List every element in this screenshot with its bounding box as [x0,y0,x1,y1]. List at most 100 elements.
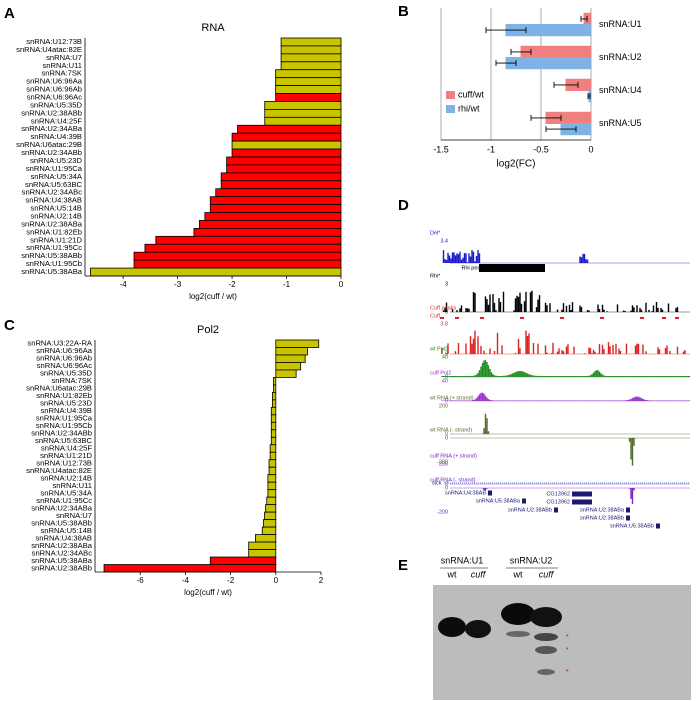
bar [275,347,308,356]
bar [90,267,342,277]
signal-trace [442,250,589,263]
category-label: snRNA:U3:22A-RA [27,339,93,348]
category-label: snRNA:U5 [599,118,642,128]
category-label: snRNA:U6:96Aa [26,77,82,86]
gene-label: snRNA:U2:38ABa [580,507,625,513]
track-label: cuff RNA (- strand) [430,477,476,483]
signal-trace [441,392,691,401]
bar [275,69,342,79]
gene-model [488,490,492,496]
x-tick-label: -4 [120,280,128,289]
bar [267,489,277,498]
track-scale: 200 [439,461,448,467]
category-label: snRNA:U1:95Cb [36,421,92,430]
track-scale: 0 [445,398,448,404]
track-label: wt RNA (+ strand) [429,395,474,401]
category-label: snRNA:U5:38ABb [31,518,92,527]
category-label: snRNA:U6:96Ac [27,93,82,102]
signal-trace [441,330,686,354]
panel-letter: E [398,557,408,574]
bar [144,243,342,253]
category-label: snRNA:U2:34ABc [32,548,93,557]
bar [226,164,342,174]
track-scale: 3.8 [440,321,448,327]
bar [275,339,320,348]
bar [275,85,342,94]
bar [231,132,342,142]
bar [275,362,302,371]
bar [280,45,342,55]
track-label: cuff RNA (+ strand) [430,453,477,459]
bar [209,204,342,213]
bar [265,504,277,513]
track-label: Cuff peaks [430,305,456,311]
category-label: snRNA:U6:96Aa [36,346,92,355]
gene-model [522,498,526,504]
track-scale: 0 [445,481,448,487]
gel-group-label: snRNA:U1 [441,555,484,565]
legend-swatch [446,105,455,113]
category-label: snRNA:U2:34ABb [21,148,82,157]
category-label: snRNA:U5:63BC [35,436,92,445]
category-label: snRNA:U1:95Cc [26,243,82,252]
category-label: snRNA:U4:39B [31,132,83,141]
x-tick-label: -4 [182,576,190,585]
gel-lane-label: wt [447,569,457,579]
gene-model [626,515,630,521]
category-label: snRNA:U5:14B [41,526,93,535]
category-label: snRNA:U6:96Ac [37,361,92,370]
bar [248,541,277,550]
bar [133,259,342,269]
category-label: snRNA:7SK [51,376,92,385]
track-scale: 3.4 [440,238,448,244]
category-label: snRNA:U2:34ABc [22,188,83,197]
x-tick-label: 0 [588,144,593,154]
category-label: snRNA:U5:23D [30,156,82,165]
bar [505,57,592,70]
bar [133,251,342,261]
gene-label: snRNA:U2:38ABb [580,515,624,521]
x-tick-label: -1 [283,280,291,289]
category-label: snRNA:U5:38ABb [21,251,82,260]
svg-text:*: * [566,647,569,654]
bar [280,37,342,47]
category-label: snRNA:U2:34ABa [21,124,83,133]
x-tick-label: 0 [274,576,279,585]
error-bar [530,114,562,121]
bar [103,564,277,573]
bar [270,414,277,423]
category-label: snRNA:U1:82Eb [36,391,92,400]
category-label: snRNA:U1:95Cc [36,496,92,505]
bar [270,429,277,438]
category-label: snRNA:U2:38ABb [31,563,92,572]
signal-trace [441,360,691,377]
bar [272,391,277,401]
track-scale: -200 [437,459,448,465]
track-scale: 200 [439,403,448,409]
x-tick-label: -3 [174,280,182,289]
category-label: snRNA:U2:34ABb [31,429,92,438]
category-label: snRNA:U5:63BC [25,180,82,189]
category-label: snRNA:U5:14B [31,204,83,213]
gel-image [433,585,691,700]
bar [155,235,342,245]
bar [275,369,297,378]
category-label: snRNA:U4atac:82E [26,466,92,475]
bar [262,519,277,528]
bar [237,124,342,134]
category-label: snRNA:U4:38AB [35,533,92,542]
bar [209,556,277,565]
gene-label: snRNA:U5:38ABb [610,523,654,529]
category-label: snRNA:U2:38ABb [21,108,82,117]
svg-text:*: * [566,669,569,676]
track-label: Rhi peaks [462,265,487,271]
bar [264,511,277,521]
error-bar [495,60,517,67]
track-scale: 40 [442,378,448,384]
category-label: snRNA:U1 [599,19,642,29]
bar [273,384,277,393]
track-scale: 0 [445,374,448,380]
category-label: snRNA:U1:21D [40,451,92,460]
